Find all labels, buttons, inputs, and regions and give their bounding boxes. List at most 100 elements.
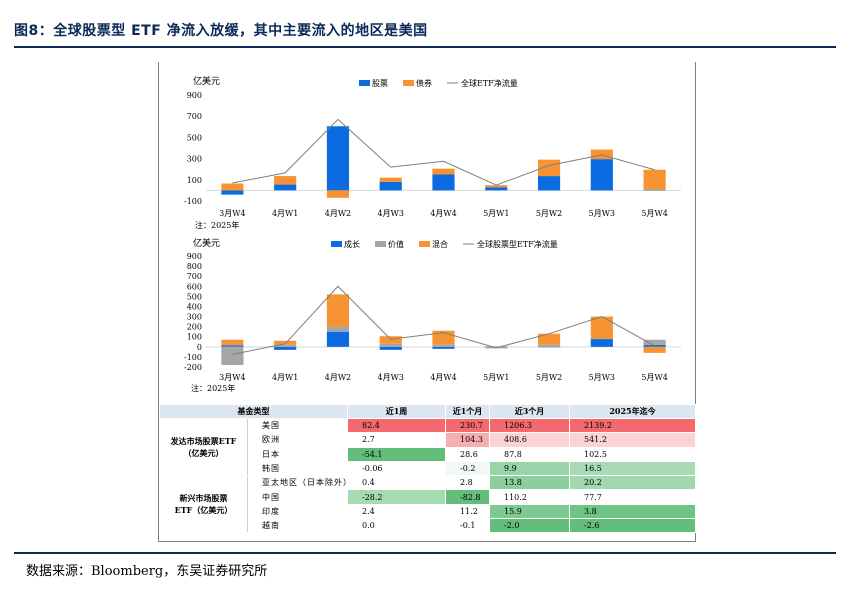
bar-3-6	[537, 333, 561, 345]
x-tick-label: 5月W2	[536, 373, 562, 382]
value-cell: 230.7	[445, 417, 490, 434]
x-tick-label: 5月W1	[483, 373, 509, 382]
y-tick-label: 900	[187, 91, 202, 100]
bar-3-0	[221, 339, 244, 346]
bar-2-2	[326, 326, 350, 332]
bar-2-0	[221, 183, 244, 191]
value-cell: 82.4	[347, 417, 446, 434]
legend-label: 成长	[344, 239, 360, 249]
value-cell: -82.8	[445, 489, 490, 505]
table-row: 发达市场股票ETF （亿美元） 美国 82.4 230.7 1206.3 2139.2	[159, 417, 696, 477]
y-tick-label: 900	[187, 252, 202, 261]
bar-2-5	[485, 185, 508, 188]
group-label: 发达市场股票ETF （亿美元）	[159, 417, 248, 477]
y-tick-label: 800	[187, 262, 202, 271]
y-tick-label: 500	[187, 133, 202, 142]
bar-2-8	[643, 339, 666, 345]
value-cell: 0.0	[347, 518, 446, 534]
legend-label: 股票	[372, 79, 388, 88]
x-tick-label: 4月W3	[378, 209, 404, 218]
bar-2-6	[537, 159, 561, 177]
figure-title: 图8：全球股票型 ETF 净流入放缓，其中主要流入的地区是美国	[14, 23, 428, 39]
x-tick-label: 5月W3	[589, 373, 615, 382]
country-cell: 越南	[247, 518, 348, 534]
bar-1-1	[274, 184, 297, 191]
y-axis-unit: 亿美元	[193, 75, 220, 87]
y-tick-label: 600	[187, 282, 202, 291]
legend-swatch	[375, 241, 386, 247]
value-cell: 110.2	[489, 489, 570, 505]
bar-2-1	[274, 176, 297, 185]
chart-note: 注：2025年	[195, 220, 239, 230]
country-cell: 美国	[247, 417, 348, 434]
title-rule	[14, 46, 836, 48]
bar-1-2	[326, 126, 350, 191]
value-cell: 2139.2	[569, 417, 696, 434]
header-3m: 近3个月	[489, 404, 570, 419]
value-cell: -0.1	[445, 518, 490, 534]
bar-1-7	[590, 338, 613, 347]
legend-swatch	[403, 80, 414, 86]
bar-1-6	[537, 176, 561, 191]
bar-1-4	[432, 346, 455, 349]
bar-2-4	[432, 344, 455, 347]
x-tick-label: 5月W3	[589, 209, 615, 218]
value-cell: -54.1	[347, 446, 446, 462]
bar-1-1	[274, 346, 297, 350]
bar-1-2	[326, 331, 350, 347]
bar-3-2	[326, 294, 350, 327]
group-label-line1: 发达市场股票ETF	[170, 436, 237, 447]
bar-2-2	[326, 190, 350, 198]
x-tick-label: 4月W2	[325, 209, 351, 218]
group-label: 新兴市场股票 ETF（亿美元）	[159, 475, 248, 534]
bar-3-1	[274, 340, 297, 345]
header-ytd: 2025年迄今	[569, 404, 696, 419]
value-cell: 9.9	[489, 460, 570, 477]
country-cell: 印度	[247, 503, 348, 520]
x-tick-label: 5月W4	[641, 209, 667, 218]
value-cell: 0.4	[347, 475, 446, 491]
header-fund-type: 基金类型	[159, 404, 348, 419]
country-cell: 韩国	[247, 460, 348, 477]
header-1m: 近1个月	[445, 404, 490, 419]
value-cell: 2.7	[347, 432, 446, 448]
country-cell: 亚太地区（日本除外）	[247, 475, 348, 491]
value-cell: -0.06	[347, 460, 446, 477]
country-cell: 日本	[247, 446, 348, 462]
total-flow-line	[232, 118, 655, 186]
legend-swatch	[331, 241, 342, 247]
figure-frame	[158, 62, 696, 542]
legend-label: 混合	[432, 239, 448, 249]
legend-label: 全球ETF净流量	[461, 78, 518, 88]
y-axis-unit: 亿美元	[193, 237, 220, 249]
table-header-row: 基金类型 近1周 近1个月 近3个月 2025年迄今	[159, 404, 696, 419]
value-cell: 2.4	[347, 503, 446, 520]
x-tick-label: 5月W4	[641, 373, 667, 382]
total-flow-line	[232, 285, 655, 355]
bar-2-7	[590, 338, 613, 340]
header-1w: 近1周	[347, 404, 446, 419]
legend-swatch	[359, 80, 370, 86]
y-tick-label: 200	[187, 323, 202, 332]
table-row: 印度 2.4 11.2 15.9 3.8	[160, 503, 696, 520]
bottom-rule	[14, 552, 836, 554]
bar-1-5	[485, 187, 508, 191]
y-tick-label: 100	[187, 333, 202, 342]
value-cell: 11.2	[445, 503, 490, 520]
value-cell: 102.5	[569, 446, 696, 462]
table-row: 越南 0.0 -0.1 -2.0 -2.6	[160, 518, 696, 534]
value-cell: -2.6	[569, 518, 696, 534]
bar-2-1	[274, 344, 297, 347]
value-cell: 1206.3	[489, 417, 570, 434]
value-cell: 2.8	[445, 475, 490, 491]
y-tick-label: 700	[187, 272, 202, 281]
bar-1-4	[432, 174, 455, 191]
x-tick-label: 3月W4	[219, 373, 245, 382]
value-cell: -0.2	[445, 460, 490, 477]
value-cell: 87.8	[489, 446, 570, 462]
x-tick-label: 3月W4	[219, 209, 245, 218]
bar-2-3	[379, 343, 402, 347]
value-cell: 541.2	[569, 432, 696, 448]
x-tick-label: 4月W1	[272, 209, 298, 218]
legend-label: 价值	[388, 239, 404, 249]
